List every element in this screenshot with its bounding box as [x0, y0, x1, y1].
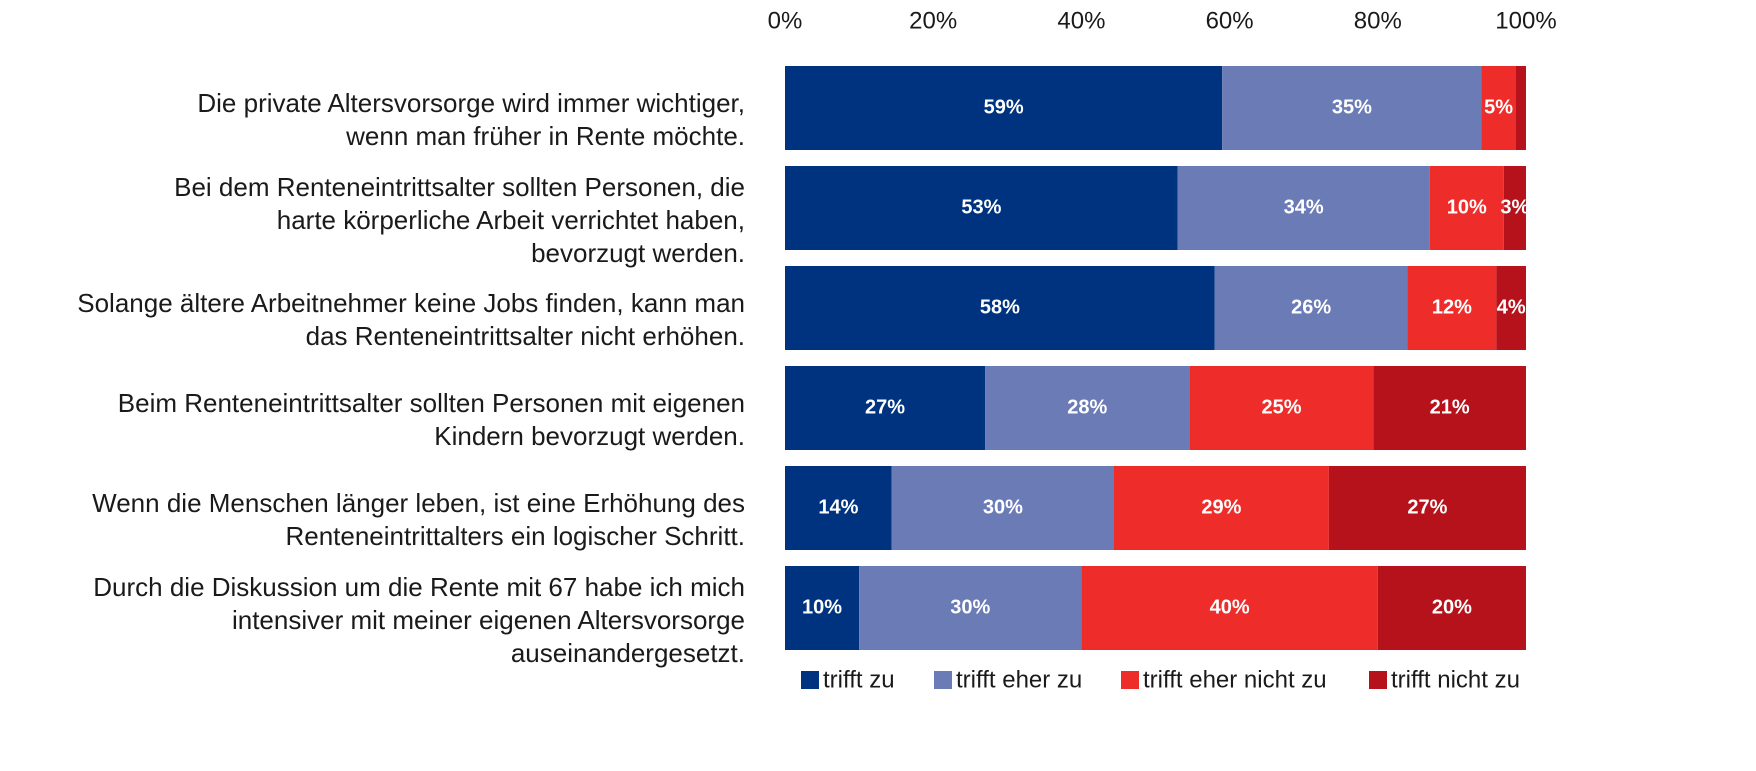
x-tick-label: 60%	[1206, 7, 1254, 34]
data-label: 3%	[1500, 196, 1529, 218]
data-label: 53%	[961, 196, 1001, 218]
data-label: 27%	[865, 396, 905, 418]
category-label: Beim Renteneintrittsalter sollten Person…	[117, 388, 745, 451]
data-label: 26%	[1291, 296, 1331, 318]
legend-swatch	[801, 671, 819, 689]
bar-segment	[1214, 266, 1408, 350]
data-label: 14%	[818, 496, 858, 518]
data-label: 10%	[1447, 196, 1487, 218]
legend-swatch	[1369, 671, 1387, 689]
bar-segment	[785, 466, 892, 550]
data-label: 25%	[1261, 396, 1301, 418]
bar-segment	[1481, 66, 1516, 150]
legend-swatch	[934, 671, 952, 689]
bar-segment	[1503, 166, 1526, 250]
category-label: Durch die Diskussion um die Rente mit 67…	[93, 571, 745, 668]
bar-segment	[859, 566, 1082, 650]
data-label: 27%	[1407, 496, 1447, 518]
bar-segment	[1222, 66, 1482, 150]
bar-segment	[1373, 366, 1526, 450]
data-label: 59%	[984, 96, 1024, 118]
legend-label: trifft nicht zu	[1391, 666, 1520, 693]
bar-segment	[1114, 466, 1329, 550]
bar-segment	[785, 366, 986, 450]
bar-segment	[1429, 166, 1504, 250]
data-label: 30%	[983, 496, 1023, 518]
bar-segment	[785, 266, 1215, 350]
bar-segment	[1515, 66, 1526, 150]
category-label: Die private Altersvorsorge wird immer wi…	[197, 88, 745, 151]
x-tick-label: 100%	[1495, 7, 1556, 34]
data-label: 34%	[1284, 196, 1324, 218]
data-label: 35%	[1332, 96, 1372, 118]
bar-segment	[785, 166, 1178, 250]
data-label: 21%	[1430, 396, 1470, 418]
data-label: 58%	[980, 296, 1020, 318]
data-label: 30%	[950, 596, 990, 618]
bar-segment	[891, 466, 1115, 550]
bar-segment	[1496, 266, 1526, 350]
data-label: 20%	[1432, 596, 1472, 618]
bar-segment	[1407, 266, 1497, 350]
data-label: 5%	[1484, 96, 1513, 118]
bar-segment	[1177, 166, 1430, 250]
bar-segment	[1377, 566, 1526, 650]
legend-label: trifft eher nicht zu	[1143, 666, 1327, 693]
data-label: 12%	[1432, 296, 1472, 318]
data-label: 29%	[1201, 496, 1241, 518]
legend-label: trifft zu	[823, 666, 895, 693]
data-label: 40%	[1210, 596, 1250, 618]
legend-swatch	[1121, 671, 1139, 689]
x-tick-label: 0%	[768, 7, 803, 34]
bar-segment	[985, 366, 1190, 450]
category-label: Bei dem Renteneintrittsalter sollten Per…	[174, 171, 745, 268]
data-label: 28%	[1067, 396, 1107, 418]
bar-segment	[1081, 566, 1378, 650]
data-label: 10%	[802, 596, 842, 618]
data-label: 4%	[1497, 296, 1526, 318]
category-label: Solange ältere Arbeitnehmer keine Jobs f…	[77, 288, 745, 351]
bar-segment	[1328, 466, 1526, 550]
category-label: Wenn die Menschen länger leben, ist eine…	[92, 488, 745, 551]
x-tick-label: 20%	[909, 7, 957, 34]
x-tick-label: 80%	[1354, 7, 1402, 34]
bar-segment	[785, 66, 1223, 150]
legend-label: trifft eher zu	[956, 666, 1082, 693]
bar-segment	[1189, 366, 1374, 450]
x-tick-label: 40%	[1057, 7, 1105, 34]
bar-segment	[785, 566, 860, 650]
